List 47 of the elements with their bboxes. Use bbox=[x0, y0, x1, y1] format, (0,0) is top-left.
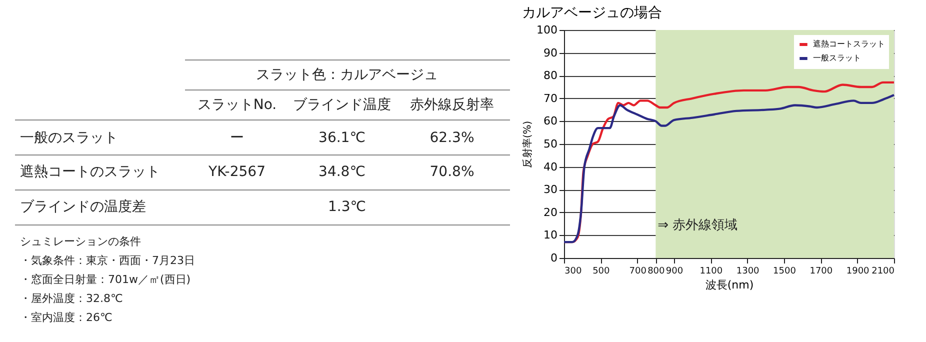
y-tick-label: 0 bbox=[550, 252, 558, 264]
y-tick-label: 20 bbox=[544, 206, 558, 219]
y-tick-label: 30 bbox=[544, 183, 558, 196]
text: 一般のスラット bbox=[20, 130, 118, 146]
x-tick-label: 1900 bbox=[846, 266, 870, 276]
x-axis-title: 波長(nm) bbox=[705, 278, 754, 292]
text: ・室内温度：26℃ bbox=[20, 311, 112, 324]
x-tick-label: 800 bbox=[648, 266, 666, 276]
text: 70.8% bbox=[430, 164, 474, 180]
text: ・窓面全日射量：701w／㎡(西日) bbox=[20, 273, 191, 286]
y-tick-label: 60 bbox=[544, 114, 558, 128]
x-tick-label: 1300 bbox=[736, 266, 760, 276]
text: YK-2567 bbox=[208, 164, 266, 180]
x-tick-label: 1700 bbox=[810, 266, 833, 276]
text: 36.1℃ bbox=[318, 130, 366, 146]
legend-label: 遮熱コートスラット bbox=[813, 40, 885, 48]
text: ・屋外温度：32.8℃ bbox=[20, 292, 123, 305]
x-tick-label: 300 bbox=[564, 266, 582, 276]
legend-label: 一般スラット bbox=[813, 54, 861, 62]
text: 62.3% bbox=[430, 130, 474, 146]
y-tick-label: 50 bbox=[544, 138, 558, 150]
x-tick-label: 700 bbox=[629, 266, 647, 276]
chart-title: カルアベージュの場合 bbox=[522, 5, 662, 21]
x-tick-label: 1500 bbox=[773, 266, 796, 276]
y-tick-label: 90 bbox=[544, 46, 558, 60]
x-tick-label: 2100 bbox=[872, 266, 895, 276]
text: 1.3℃ bbox=[328, 199, 366, 215]
text: ブラインド温度 bbox=[293, 97, 391, 113]
text: シュミレーションの条件 bbox=[20, 235, 141, 248]
x-tick-label: 900 bbox=[666, 266, 684, 276]
x-tick-label: 500 bbox=[592, 266, 610, 276]
text: スラットNo. bbox=[197, 97, 277, 113]
text: 赤外線反射率 bbox=[410, 97, 494, 113]
band-label: ⇒ 赤外線領域 bbox=[658, 218, 738, 233]
y-tick-label: 70 bbox=[544, 92, 558, 105]
y-tick-label: 100 bbox=[536, 24, 558, 36]
x-tick-label: 1100 bbox=[700, 266, 723, 276]
y-tick-label: 10 bbox=[544, 228, 558, 242]
y-tick-label: 40 bbox=[544, 160, 558, 174]
y-tick-label: 80 bbox=[544, 69, 558, 82]
text: スラット色：カルアベージュ bbox=[256, 67, 438, 83]
y-axis-title: 反射率(%) bbox=[522, 120, 534, 168]
text: 遮熱コートのスラット bbox=[20, 164, 160, 180]
text: ・気象条件：東京・西面・7月23日 bbox=[20, 254, 195, 267]
text: ブラインドの温度差 bbox=[20, 199, 146, 215]
text: ー bbox=[230, 130, 244, 146]
text: 34.8℃ bbox=[318, 164, 366, 180]
